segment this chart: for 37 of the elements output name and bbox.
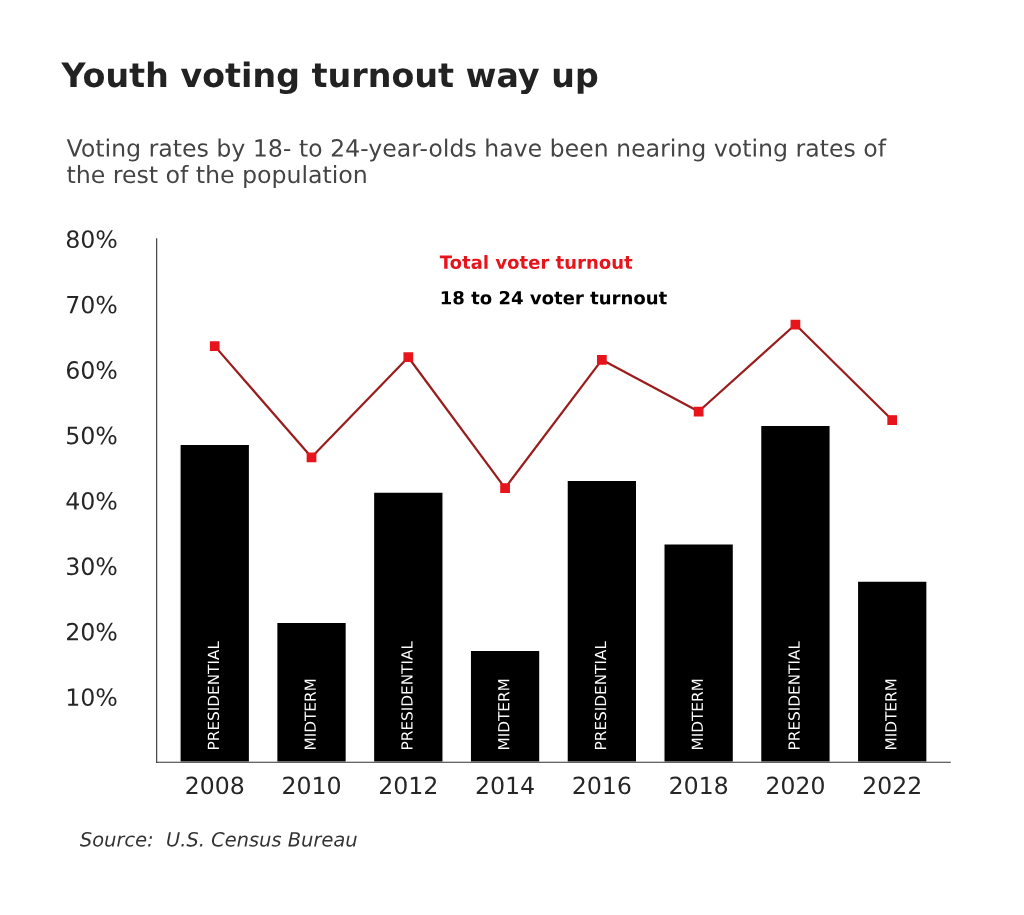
annotation: PRESIDENTIAL	[788, 641, 800, 749]
annotation: PRESIDENTIAL	[207, 641, 220, 749]
y-tick-label: 80%	[66, 230, 117, 249]
x-tick-label: 2022	[863, 776, 920, 795]
source-note: Source: U.S. Census Bureau	[79, 831, 357, 847]
bar	[856, 580, 928, 763]
y-tick-label: 60%	[66, 361, 117, 379]
annotation: MIDTERM	[304, 679, 316, 749]
bar	[566, 479, 638, 763]
x-tick-label: 2014	[476, 776, 534, 795]
x-tick-label: 2010	[283, 776, 340, 795]
annotation: MIDTERM	[498, 679, 510, 749]
bar	[759, 424, 831, 763]
bar	[179, 443, 251, 763]
chart-subtitle: Voting rates by 18- to 24-year-olds have been nearing voting rates of the rest of the population	[66, 138, 887, 188]
x-tick-label: 2008	[186, 776, 244, 795]
y-tick-label: 50%	[67, 426, 117, 445]
x-tick-label: 2020	[767, 776, 824, 795]
bar	[372, 491, 444, 763]
annotation: MIDTERM	[885, 679, 897, 749]
annotation: MIDTERM	[691, 679, 703, 749]
y-tick-label: 40%	[66, 491, 117, 510]
x-tick-label: 2016	[573, 776, 631, 795]
bar	[663, 542, 735, 763]
text: Total voter turnout	[439, 255, 633, 270]
bar	[275, 621, 348, 763]
y-tick-label: 10%	[67, 688, 117, 707]
y-tick-label: 20%	[67, 622, 117, 641]
annotation: PRESIDENTIAL	[594, 641, 607, 749]
bar	[469, 649, 541, 763]
y-tick-label: 70%	[67, 295, 117, 314]
text: 18 to 24 voter turnout	[441, 290, 667, 305]
y-tick-label: 30%	[67, 557, 117, 576]
x-tick-label: 2018	[670, 776, 728, 795]
chart-title: Youth voting turnout way up	[61, 61, 598, 95]
x-tick-label: 2012	[379, 776, 436, 795]
annotation: PRESIDENTIAL	[401, 641, 413, 749]
